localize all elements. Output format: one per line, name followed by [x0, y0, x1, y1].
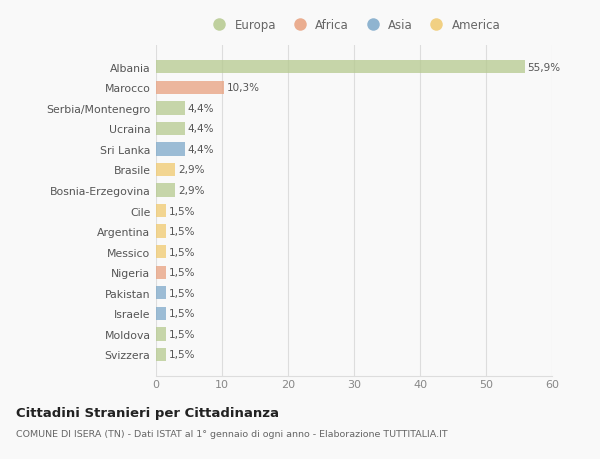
Text: 1,5%: 1,5%: [169, 309, 195, 319]
Bar: [156, 143, 185, 156]
Text: 1,5%: 1,5%: [169, 206, 195, 216]
Text: 1,5%: 1,5%: [169, 227, 195, 237]
Bar: [156, 61, 525, 74]
Text: 4,4%: 4,4%: [188, 145, 214, 155]
Bar: [156, 266, 166, 280]
Text: 2,9%: 2,9%: [178, 185, 204, 196]
Text: 10,3%: 10,3%: [227, 83, 260, 93]
Bar: [156, 348, 166, 361]
Bar: [156, 184, 175, 197]
Text: 1,5%: 1,5%: [169, 247, 195, 257]
Bar: [156, 328, 166, 341]
Text: 55,9%: 55,9%: [527, 62, 561, 73]
Bar: [156, 307, 166, 320]
Legend: Europa, Africa, Asia, America: Europa, Africa, Asia, America: [208, 19, 500, 32]
Text: 1,5%: 1,5%: [169, 329, 195, 339]
Bar: [156, 102, 185, 115]
Text: 2,9%: 2,9%: [178, 165, 204, 175]
Bar: [156, 204, 166, 218]
Text: 1,5%: 1,5%: [169, 288, 195, 298]
Text: COMUNE DI ISERA (TN) - Dati ISTAT al 1° gennaio di ogni anno - Elaborazione TUTT: COMUNE DI ISERA (TN) - Dati ISTAT al 1° …: [16, 429, 447, 438]
Bar: [156, 225, 166, 238]
Bar: [156, 286, 166, 300]
Bar: [156, 123, 185, 136]
Text: Cittadini Stranieri per Cittadinanza: Cittadini Stranieri per Cittadinanza: [16, 406, 278, 419]
Text: 1,5%: 1,5%: [169, 350, 195, 360]
Bar: [156, 246, 166, 259]
Text: 4,4%: 4,4%: [188, 104, 214, 113]
Bar: [156, 81, 224, 95]
Text: 4,4%: 4,4%: [188, 124, 214, 134]
Text: 1,5%: 1,5%: [169, 268, 195, 278]
Bar: [156, 163, 175, 177]
